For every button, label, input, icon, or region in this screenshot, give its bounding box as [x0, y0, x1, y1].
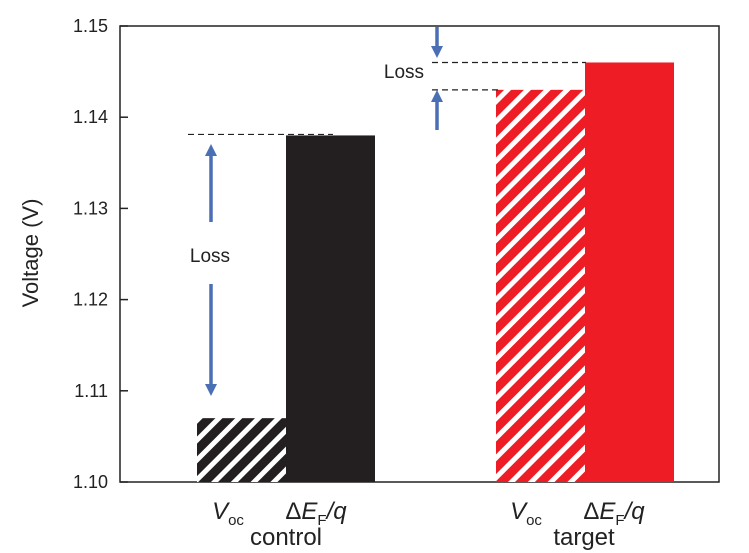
- bar-label-voc-1: Voc: [510, 498, 542, 529]
- bar-target-delta-ef: [585, 62, 674, 482]
- y-tick-label-4: 1.14: [73, 107, 108, 127]
- control-loss-label: Loss: [190, 246, 230, 267]
- target-loss-label: Loss: [384, 62, 424, 83]
- y-tick-label-2: 1.12: [73, 290, 108, 310]
- bar-control-voc: [197, 418, 286, 482]
- category-label-control: control: [250, 524, 322, 551]
- control-arrow-up-head: [205, 144, 217, 156]
- bar-control-delta-ef: [286, 135, 375, 482]
- bar-label-voc-0: Voc: [212, 498, 244, 529]
- bar-label-delta-ef-0: ΔEF/q: [285, 498, 347, 529]
- category-label-target: target: [553, 524, 615, 551]
- plot-area: 1.10 1.11 1.12 1.13 1.14 1.15 Loss Loss Voc ΔEF/q…: [73, 16, 720, 529]
- target-arrow-up-head: [431, 90, 443, 102]
- control-arrow-down-head: [205, 384, 217, 396]
- y-axis-label: Voltage (V): [18, 199, 43, 308]
- y-tick-label-3: 1.13: [73, 198, 108, 218]
- y-tick-label-0: 1.10: [73, 472, 108, 492]
- y-tick-label-1: 1.11: [74, 381, 108, 401]
- bar-target-voc: [496, 89, 585, 482]
- y-tick-label-5: 1.15: [73, 16, 108, 36]
- plot-frame: [119, 25, 720, 483]
- bar-label-delta-ef-1: ΔEF/q: [583, 498, 645, 529]
- target-arrow-down-head: [431, 46, 443, 58]
